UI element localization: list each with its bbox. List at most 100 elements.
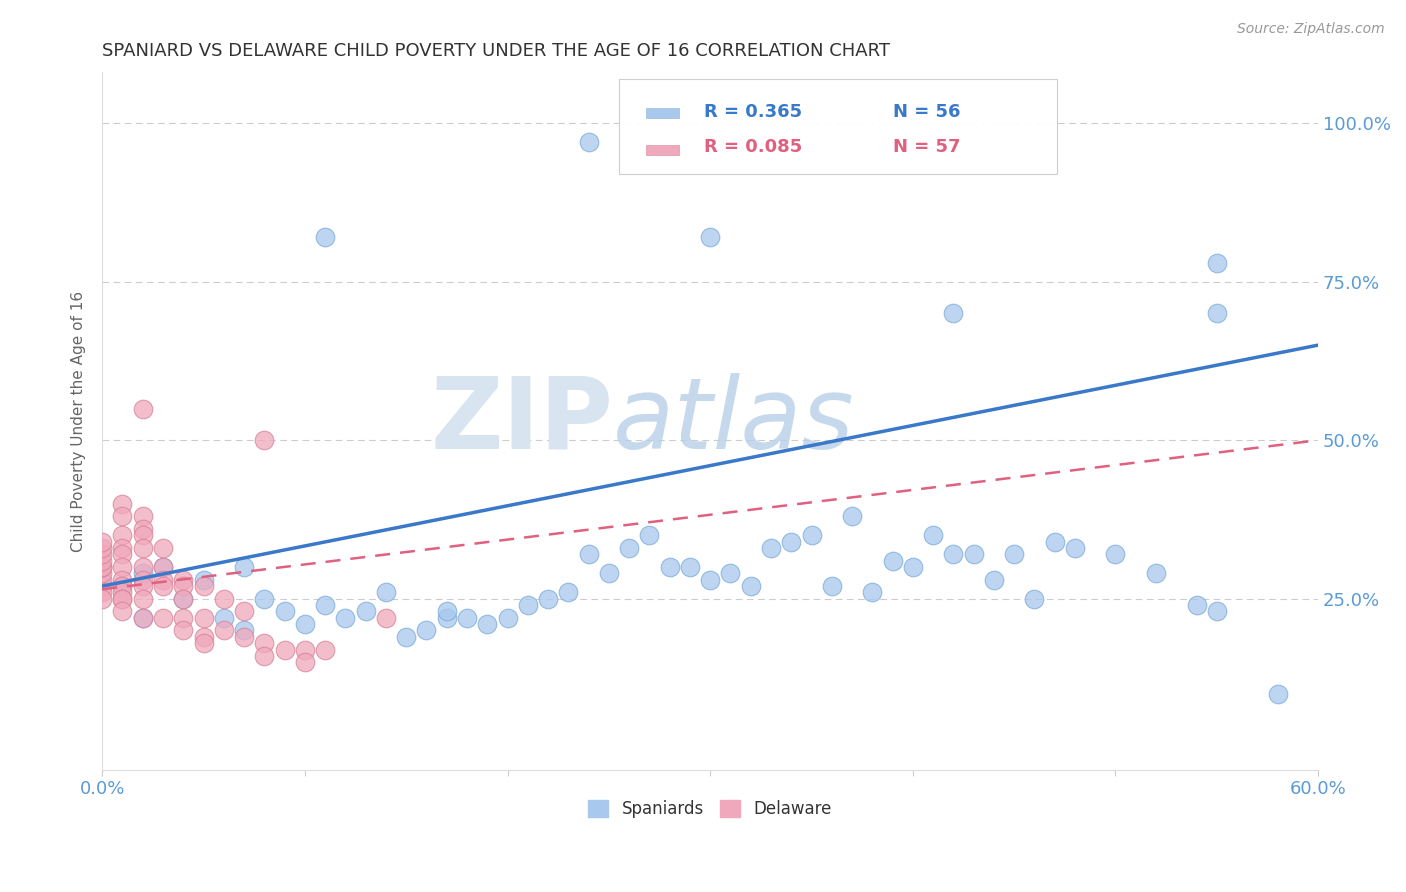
Point [253, 648, 276, 663]
Point [172, 573, 194, 587]
FancyBboxPatch shape [619, 79, 1057, 174]
Point [193, 573, 215, 587]
Point [132, 611, 155, 625]
Point [496, 611, 519, 625]
Point [111, 528, 134, 542]
Point [699, 230, 721, 244]
Point [233, 624, 256, 638]
Point [983, 573, 1005, 587]
Point [740, 579, 762, 593]
Text: R = 0.365: R = 0.365 [704, 103, 803, 121]
Point [91, 541, 114, 555]
Point [152, 560, 174, 574]
Point [1205, 604, 1227, 618]
Point [395, 630, 418, 644]
Point [962, 548, 984, 562]
Point [132, 541, 155, 555]
Point [578, 135, 600, 149]
Point [91, 573, 114, 587]
Point [132, 528, 155, 542]
Point [91, 548, 114, 562]
Point [436, 611, 458, 625]
Point [152, 611, 174, 625]
Point [111, 591, 134, 606]
Point [91, 591, 114, 606]
Point [658, 560, 681, 574]
Point [516, 598, 538, 612]
Point [638, 528, 661, 542]
Point [901, 560, 924, 574]
Point [1104, 548, 1126, 562]
Point [91, 560, 114, 574]
Point [1144, 566, 1167, 581]
Point [132, 566, 155, 581]
Text: ZIP: ZIP [430, 373, 613, 470]
Point [111, 579, 134, 593]
Point [91, 534, 114, 549]
Point [152, 560, 174, 574]
Point [922, 528, 945, 542]
Point [374, 585, 396, 599]
Point [111, 591, 134, 606]
Point [212, 611, 235, 625]
Point [314, 230, 336, 244]
Point [253, 434, 276, 448]
Y-axis label: Child Poverty Under the Age of 16: Child Poverty Under the Age of 16 [72, 291, 86, 552]
Point [294, 642, 316, 657]
Point [193, 630, 215, 644]
Point [91, 585, 114, 599]
Point [152, 541, 174, 555]
Point [111, 573, 134, 587]
Point [172, 611, 194, 625]
Text: R = 0.085: R = 0.085 [704, 137, 803, 155]
Point [354, 604, 377, 618]
Point [374, 611, 396, 625]
Point [111, 604, 134, 618]
Point [598, 566, 620, 581]
Point [132, 579, 155, 593]
Point [212, 591, 235, 606]
Point [1205, 306, 1227, 320]
Point [172, 591, 194, 606]
Point [253, 591, 276, 606]
Point [212, 624, 235, 638]
Point [172, 624, 194, 638]
Point [132, 401, 155, 416]
Point [780, 534, 803, 549]
Point [557, 585, 579, 599]
Point [942, 306, 965, 320]
Text: SPANIARD VS DELAWARE CHILD POVERTY UNDER THE AGE OF 16 CORRELATION CHART: SPANIARD VS DELAWARE CHILD POVERTY UNDER… [103, 42, 890, 60]
Point [1043, 534, 1066, 549]
Point [436, 604, 458, 618]
Point [193, 611, 215, 625]
Point [111, 560, 134, 574]
Point [273, 642, 295, 657]
Legend: Spaniards, Delaware: Spaniards, Delaware [582, 793, 839, 824]
Point [253, 636, 276, 650]
Point [111, 548, 134, 562]
Point [111, 497, 134, 511]
Point [1002, 548, 1025, 562]
Point [821, 579, 844, 593]
Point [193, 579, 215, 593]
FancyBboxPatch shape [645, 109, 679, 119]
Point [273, 604, 295, 618]
Point [759, 541, 782, 555]
Point [314, 642, 336, 657]
Point [1064, 541, 1087, 555]
Point [294, 655, 316, 669]
Point [335, 611, 357, 625]
Point [841, 509, 863, 524]
Point [172, 579, 194, 593]
Point [699, 573, 721, 587]
Point [193, 636, 215, 650]
Point [1267, 687, 1289, 701]
Point [111, 541, 134, 555]
Point [578, 548, 600, 562]
Point [132, 560, 155, 574]
Point [111, 579, 134, 593]
Point [132, 509, 155, 524]
Point [860, 585, 883, 599]
Point [152, 573, 174, 587]
Point [233, 630, 256, 644]
